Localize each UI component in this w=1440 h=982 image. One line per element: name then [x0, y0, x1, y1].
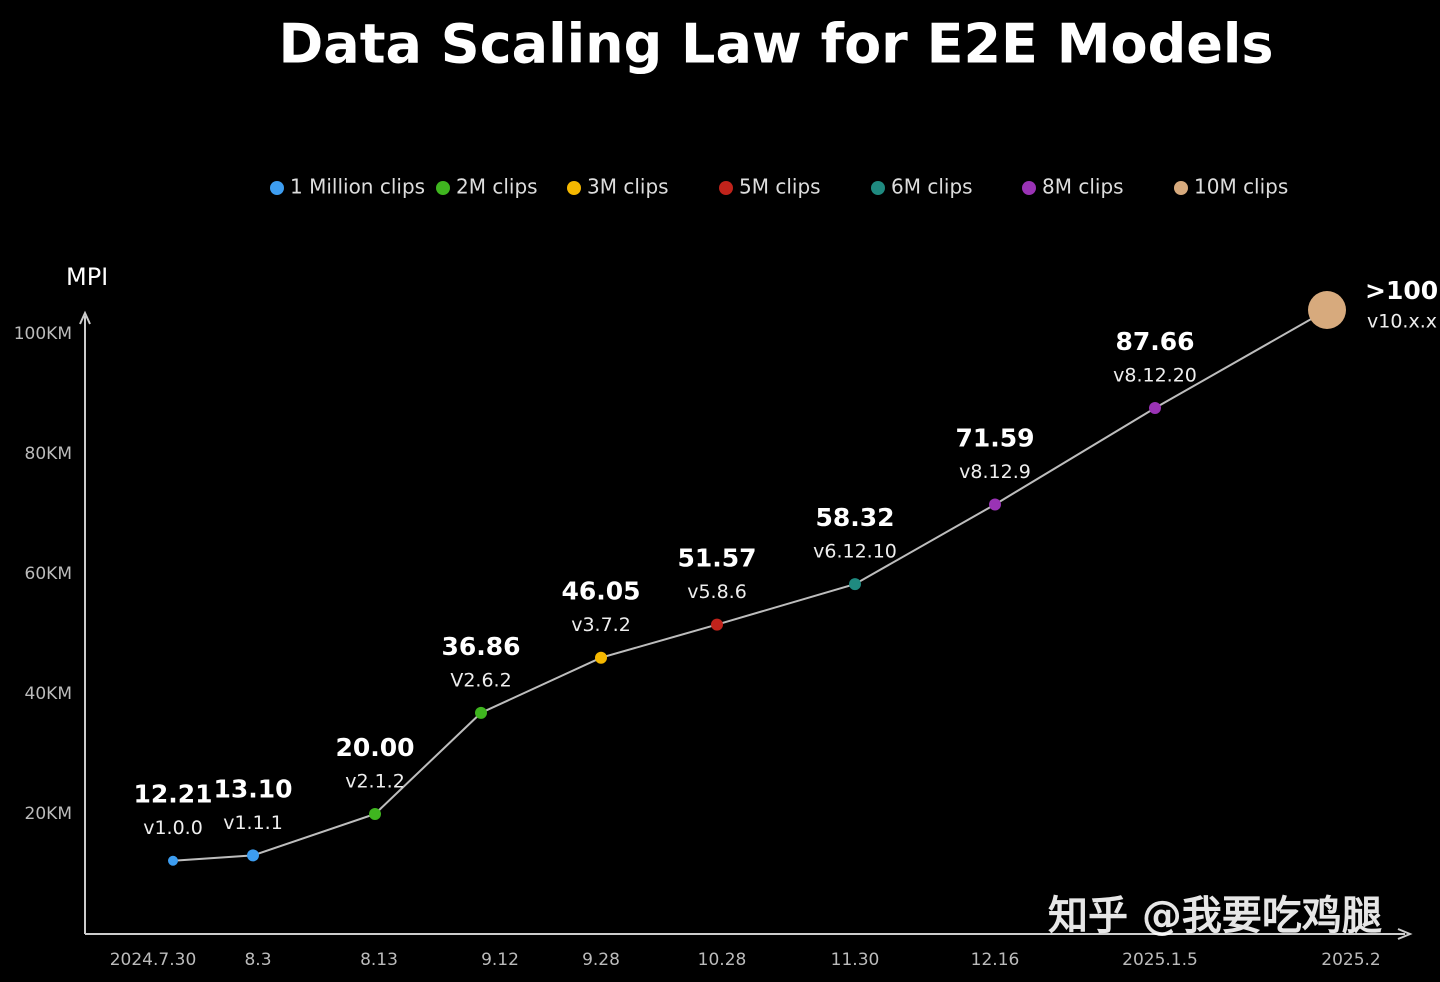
value-label: >100 — [1365, 276, 1438, 305]
y-axis-arrow — [79, 310, 91, 325]
legend-label: 2M clips — [456, 175, 538, 199]
version-label: v1.0.0 — [143, 817, 203, 839]
value-label: 13.10 — [213, 774, 292, 803]
chart-title: Data Scaling Law for E2E Models — [278, 13, 1273, 76]
value-label: 20.00 — [335, 733, 414, 762]
data-point — [711, 618, 723, 631]
legend-label: 1 Million clips — [290, 175, 425, 199]
data-point — [1308, 291, 1346, 329]
connecting-line — [172, 309, 1328, 862]
version-label: v8.12.20 — [1113, 365, 1197, 387]
x-tick-label: 9.28 — [582, 950, 620, 970]
data-point — [247, 849, 259, 862]
version-label: v10.x.x — [1367, 311, 1437, 333]
legend-label: 5M clips — [739, 175, 821, 199]
x-tick-label: 8.13 — [360, 950, 398, 970]
value-label: 46.05 — [561, 577, 640, 606]
legend-marker — [270, 181, 284, 195]
data-point — [989, 498, 1001, 511]
data-point — [1149, 402, 1161, 415]
value-label: 87.66 — [1115, 327, 1194, 356]
version-label: V2.6.2 — [450, 669, 511, 691]
watermark: 知乎 @我要吃鸡腿 — [1048, 893, 1382, 939]
version-label: v5.8.6 — [687, 581, 747, 603]
x-tick-label: 11.30 — [831, 950, 880, 970]
x-tick-label: 8.3 — [244, 950, 271, 970]
version-label: v2.1.2 — [345, 771, 405, 793]
y-tick-label: 20KM — [25, 804, 72, 824]
x-tick-label: 10.28 — [698, 950, 747, 970]
legend-label: 3M clips — [587, 175, 669, 199]
legend-marker — [567, 181, 581, 195]
x-tick-label: 2024.7.30 — [110, 950, 197, 970]
value-label: 51.57 — [677, 544, 756, 573]
legend-label: 10M clips — [1194, 175, 1288, 199]
x-tick-label: 2025.2 — [1321, 950, 1380, 970]
x-axis-arrow — [1397, 928, 1413, 940]
value-label: 12.21 — [133, 780, 212, 809]
data-point — [168, 855, 178, 866]
y-tick-label: 40KM — [25, 684, 72, 704]
legend-marker — [1022, 181, 1036, 195]
data-point — [849, 578, 861, 591]
version-label: v8.12.9 — [959, 461, 1031, 483]
version-label: v3.7.2 — [571, 614, 631, 636]
legend-marker — [719, 181, 733, 195]
version-label: v6.12.10 — [813, 541, 897, 563]
version-label: v1.1.1 — [223, 812, 283, 834]
y-axis-label: MPI — [66, 263, 108, 291]
legend-marker — [871, 181, 885, 195]
y-tick-label: 60KM — [25, 564, 72, 584]
y-tick-label: 80KM — [25, 444, 72, 464]
legend-label: 6M clips — [891, 175, 973, 199]
value-label: 71.59 — [955, 423, 1034, 452]
value-label: 58.32 — [815, 503, 894, 532]
data-point — [595, 651, 607, 664]
legend-marker — [436, 181, 450, 195]
x-tick-label: 9.12 — [481, 950, 519, 970]
data-point — [475, 706, 487, 719]
y-tick-label: 100KM — [14, 324, 72, 344]
legend-marker — [1174, 181, 1188, 195]
legend-label: 8M clips — [1042, 175, 1124, 199]
x-tick-label: 2025.1.5 — [1122, 950, 1198, 970]
x-tick-label: 12.16 — [971, 950, 1020, 970]
value-label: 36.86 — [441, 632, 520, 661]
data-point — [369, 808, 381, 820]
